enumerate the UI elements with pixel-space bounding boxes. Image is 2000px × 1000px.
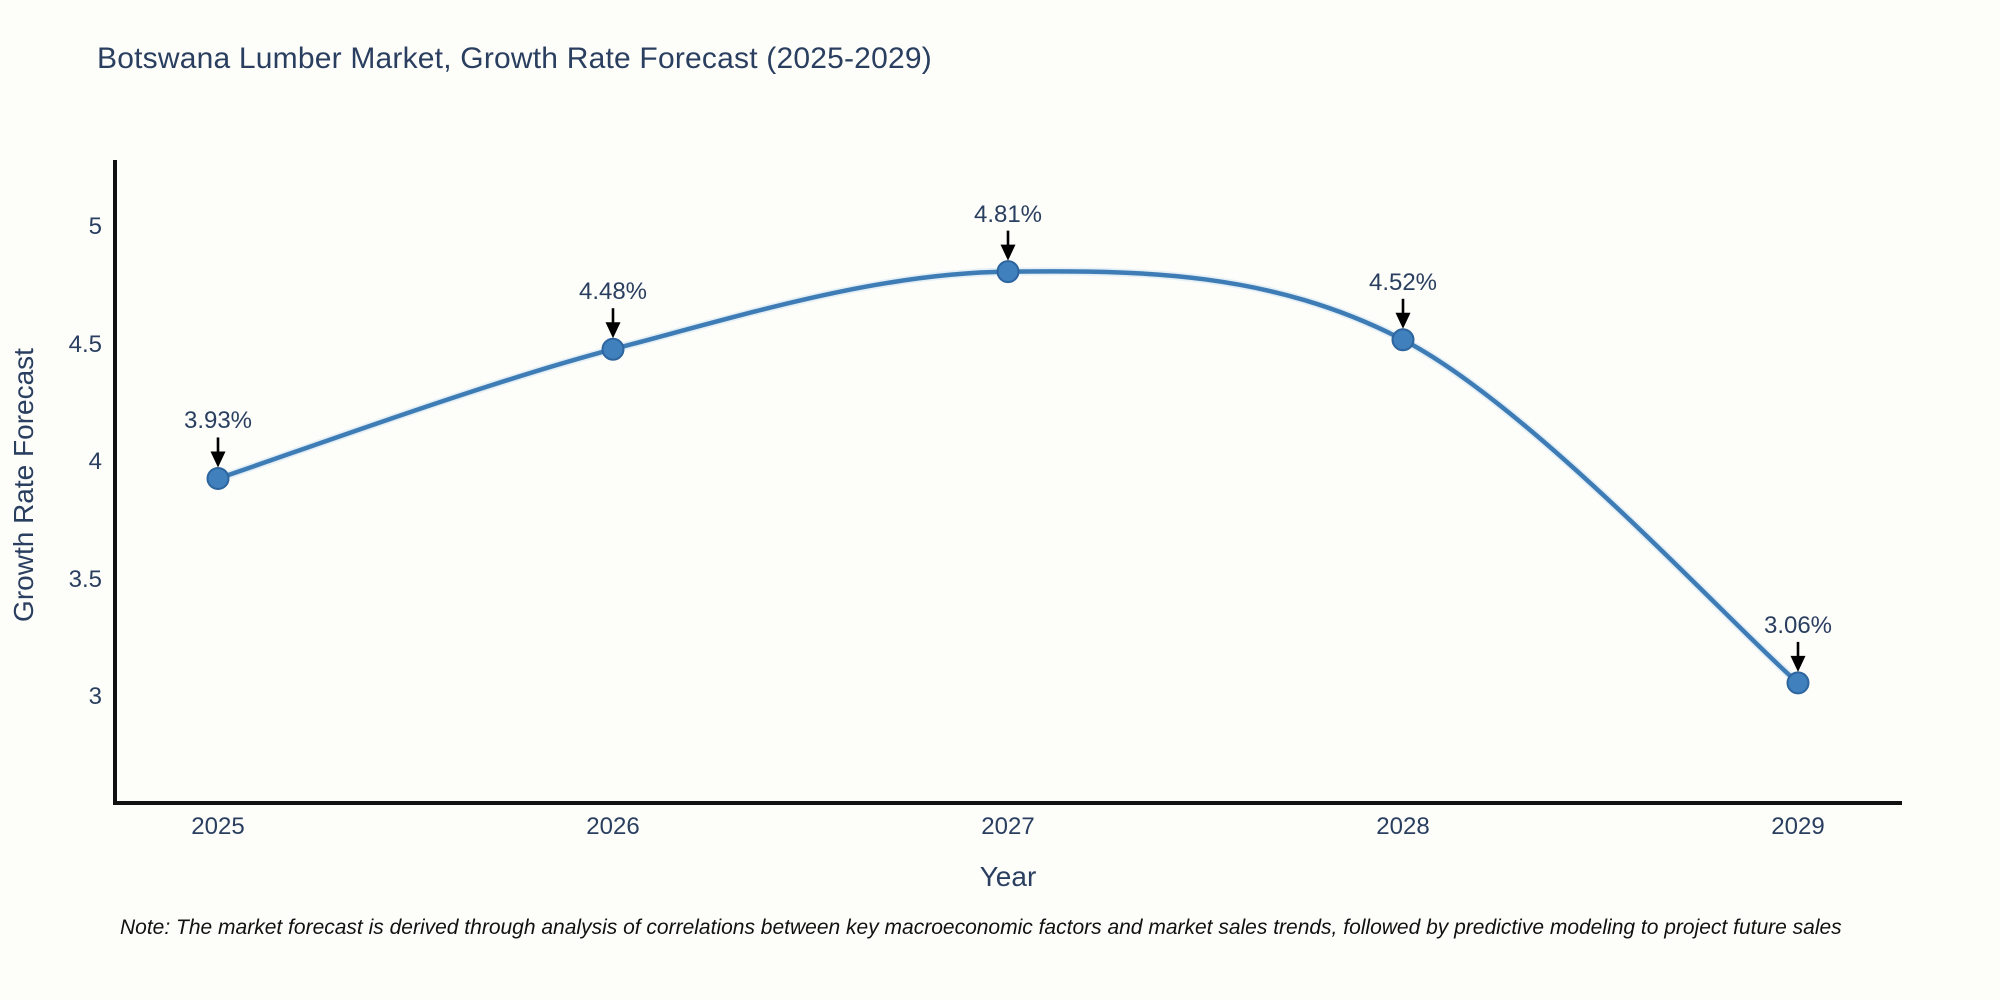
x-tick-label: 2029 <box>1771 813 1825 840</box>
data-point-marker <box>1391 328 1415 352</box>
x-tick-label: 2027 <box>981 813 1035 840</box>
x-tick-label: 2028 <box>1376 813 1430 840</box>
data-point-marker <box>1786 671 1810 695</box>
point-value-label: 4.48% <box>578 278 648 306</box>
x-axis-title: Year <box>979 861 1037 892</box>
y-axis-line <box>113 160 117 805</box>
y-tick-label: 4 <box>88 448 102 475</box>
annotation-arrowhead <box>1000 244 1016 261</box>
point-value-label: 3.06% <box>1763 611 1833 639</box>
annotation-arrowhead <box>1790 655 1806 672</box>
trend-line-halo <box>214 267 1802 687</box>
point-value-label: 4.81% <box>973 200 1043 228</box>
chart-title: Botswana Lumber Market, Growth Rate Fore… <box>97 42 932 75</box>
y-tick-label: 3 <box>88 683 102 710</box>
y-tick-label: 3.5 <box>68 565 102 593</box>
footnote: Note: The market forecast is derived thr… <box>120 916 1842 939</box>
x-tick-label: 2026 <box>586 813 640 840</box>
data-point-marker <box>996 260 1020 284</box>
point-value-label: 3.93% <box>183 407 253 435</box>
y-tick-label: 4.5 <box>68 330 102 358</box>
data-point-marker <box>601 337 625 361</box>
annotation-arrowhead <box>605 322 621 339</box>
trend-line <box>215 269 1801 686</box>
x-axis-line <box>113 801 1902 805</box>
point-value-label: 4.52% <box>1368 268 1438 296</box>
x-tick-label: 2025 <box>191 813 245 840</box>
annotation-arrowhead <box>210 451 226 468</box>
annotation-arrowhead <box>1395 312 1411 329</box>
y-tick-label: 5 <box>88 213 102 240</box>
data-point-marker <box>206 466 230 490</box>
